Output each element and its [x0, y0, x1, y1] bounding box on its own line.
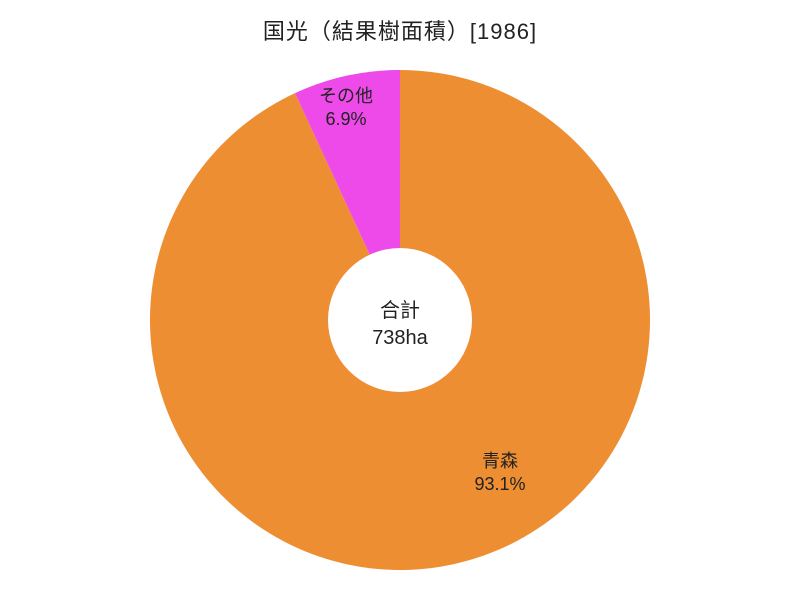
- donut-hole: [328, 248, 472, 392]
- donut-chart: 国光（結果樹面積）[1986] 合計 738ha 青森93.1%その他6.9%: [0, 0, 800, 600]
- donut-svg: [0, 0, 800, 600]
